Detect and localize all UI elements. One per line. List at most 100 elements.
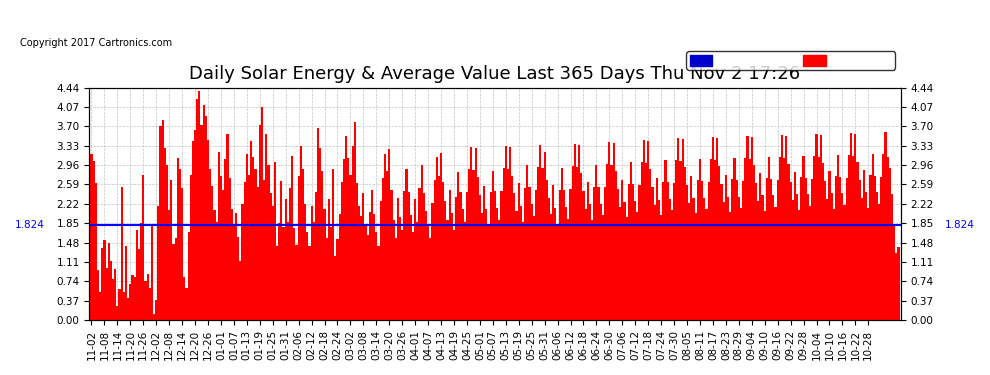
Bar (397, 198, 399, 320)
Bar (229, 178, 231, 320)
Bar (644, 163, 647, 320)
Bar (578, 145, 580, 320)
Bar (468, 169, 470, 320)
Bar (287, 222, 289, 320)
Bar (136, 230, 138, 320)
Bar (408, 192, 410, 320)
Bar (448, 190, 450, 320)
Bar (706, 209, 708, 320)
Bar (410, 215, 412, 320)
Bar (677, 138, 679, 320)
Bar (746, 136, 748, 320)
Bar (190, 174, 192, 320)
Bar (632, 184, 635, 320)
Bar (265, 134, 267, 320)
Title: Daily Solar Energy & Average Value Last 365 Days Thu Nov 2 17:26: Daily Solar Energy & Average Value Last … (189, 65, 801, 83)
Bar (452, 230, 455, 320)
Bar (617, 189, 619, 320)
Bar (457, 172, 459, 320)
Bar (516, 211, 518, 320)
Bar (110, 261, 112, 320)
Bar (736, 180, 738, 320)
Bar (92, 162, 95, 320)
Bar (291, 156, 293, 320)
Bar (116, 306, 119, 320)
Bar (852, 156, 854, 320)
Bar (837, 154, 840, 320)
Bar (112, 279, 114, 320)
Bar (248, 174, 250, 320)
Bar (542, 168, 544, 320)
Bar (134, 277, 136, 320)
Bar (371, 190, 373, 320)
Bar (127, 298, 130, 320)
Bar (187, 232, 190, 320)
Bar (805, 178, 807, 320)
Bar (505, 146, 507, 320)
Bar (589, 204, 591, 320)
Bar (125, 246, 127, 320)
Bar (740, 208, 742, 320)
Bar (571, 166, 574, 320)
Bar (341, 182, 343, 320)
Bar (207, 140, 209, 320)
Bar (655, 178, 658, 320)
Bar (172, 244, 174, 320)
Bar (818, 157, 820, 320)
Bar (360, 216, 362, 320)
Bar (481, 213, 483, 320)
Bar (430, 238, 432, 320)
Bar (150, 225, 153, 320)
Bar (518, 183, 520, 320)
Bar (635, 201, 637, 320)
Bar (847, 154, 850, 320)
Bar (315, 192, 317, 320)
Bar (576, 167, 578, 320)
Bar (535, 190, 538, 320)
Bar (560, 168, 563, 320)
Bar (244, 182, 246, 320)
Bar (552, 185, 554, 320)
Bar (324, 209, 326, 320)
Bar (423, 194, 425, 320)
Bar (792, 200, 794, 320)
Bar (242, 204, 244, 320)
Bar (295, 244, 298, 320)
Bar (339, 214, 341, 320)
Bar (258, 125, 261, 320)
Bar (533, 216, 535, 320)
Bar (192, 141, 194, 320)
Bar (300, 146, 302, 320)
Bar (781, 135, 783, 320)
Bar (895, 253, 898, 320)
Bar (725, 174, 727, 320)
Bar (218, 152, 220, 320)
Bar (395, 238, 397, 320)
Bar (574, 144, 576, 320)
Bar (148, 288, 150, 320)
Bar (803, 156, 805, 320)
Bar (311, 206, 313, 320)
Bar (550, 214, 552, 320)
Bar (476, 177, 479, 320)
Bar (97, 270, 99, 320)
Bar (216, 222, 218, 320)
Bar (856, 162, 858, 320)
Bar (757, 201, 759, 320)
Bar (887, 157, 889, 320)
Bar (626, 217, 628, 320)
Bar (284, 199, 287, 320)
Bar (313, 222, 315, 320)
Bar (679, 161, 682, 320)
Bar (425, 211, 427, 320)
Bar (843, 205, 845, 320)
Bar (463, 222, 466, 320)
Bar (461, 209, 463, 320)
Bar (293, 228, 295, 320)
Bar (114, 269, 116, 320)
Bar (306, 232, 308, 320)
Bar (565, 207, 567, 320)
Bar (710, 159, 712, 320)
Bar (675, 160, 677, 320)
Bar (419, 188, 421, 320)
